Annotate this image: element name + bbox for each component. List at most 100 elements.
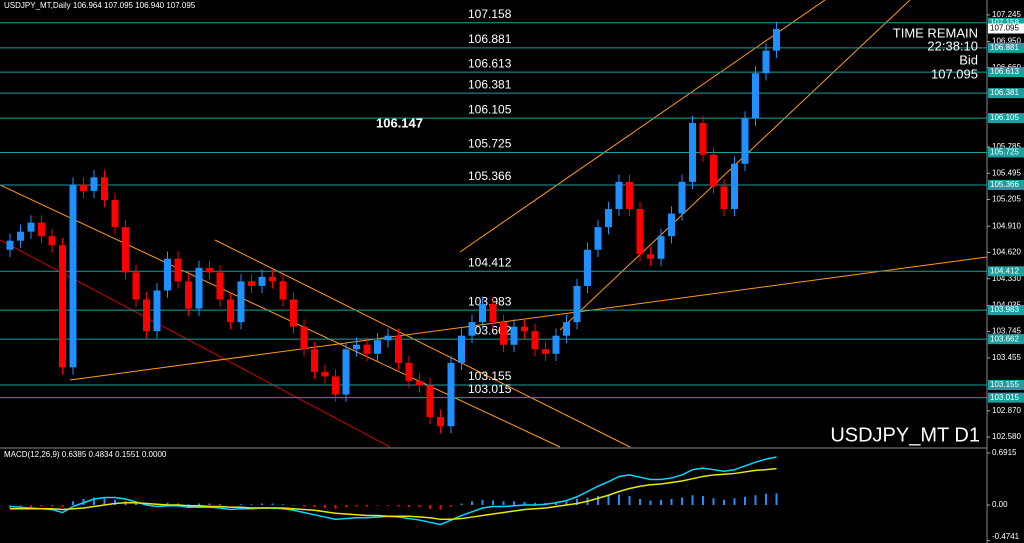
candle-body <box>206 267 213 273</box>
y-tick-label: 103.745 <box>992 327 1021 336</box>
candle-body <box>279 281 287 300</box>
candle-body <box>615 181 623 210</box>
candle-body <box>342 349 350 395</box>
candle-body <box>521 326 528 332</box>
candle-body <box>668 213 675 237</box>
level-axis-marker <box>988 392 1024 403</box>
y-tick-label: 105.495 <box>992 168 1021 177</box>
candle-body <box>594 227 602 250</box>
candle-body <box>468 322 476 336</box>
candle-body <box>542 349 549 354</box>
level-axis-marker <box>988 88 1024 99</box>
watermark: USDJPY_MT D1 <box>830 424 980 446</box>
y-tick-label: 104.330 <box>992 274 1021 283</box>
candle-body <box>27 222 35 232</box>
level-label: 107.158 <box>468 7 512 21</box>
level-label: 106.881 <box>468 32 512 46</box>
candle-body <box>17 231 24 241</box>
candle-body <box>489 304 497 323</box>
candle-body <box>216 272 224 300</box>
candle-body <box>479 304 486 323</box>
bid-label: Bid <box>959 52 978 67</box>
level-axis-marker <box>988 113 1024 124</box>
candle-body <box>458 335 465 363</box>
candle-body <box>132 272 140 300</box>
candle-body <box>353 344 360 350</box>
y-tick-label: 102.870 <box>992 406 1021 415</box>
candle-body <box>678 181 686 214</box>
y-tick-label: 102.580 <box>992 432 1021 441</box>
level-label: 103.015 <box>468 382 512 396</box>
candle-body <box>752 73 759 119</box>
y-tick-label: 107.245 <box>992 10 1021 19</box>
candle-body <box>626 181 633 210</box>
y-tick-label: -0.4741 <box>992 532 1020 541</box>
candle-body <box>647 254 654 259</box>
level-label: 105.366 <box>468 169 512 183</box>
time-remain-label: TIME REMAIN <box>893 25 978 40</box>
candle-body <box>605 209 612 228</box>
candle-body <box>447 362 455 427</box>
candle-body <box>405 362 413 381</box>
candle-body <box>510 326 518 345</box>
candle-body <box>80 184 87 191</box>
level-axis-label: 106.105 <box>990 113 1019 122</box>
level-axis-marker <box>988 334 1024 345</box>
candle-body <box>153 290 161 332</box>
level-axis-label: 105.725 <box>990 148 1019 157</box>
candle-body <box>248 281 255 286</box>
candle-body <box>563 322 570 336</box>
candle-body <box>437 417 444 427</box>
level-label: 103.155 <box>468 369 512 383</box>
level-axis-label: 103.662 <box>990 334 1019 343</box>
y-tick-label: 106.950 <box>992 37 1021 46</box>
level-axis-marker <box>988 179 1024 190</box>
level-axis-label: 103.155 <box>990 380 1019 389</box>
candle-body <box>395 335 402 363</box>
level-label: 106.381 <box>468 77 512 91</box>
candle-body <box>762 50 770 74</box>
candle-body <box>699 123 707 155</box>
level-axis-label: 106.881 <box>990 43 1019 52</box>
candle-body <box>741 118 749 164</box>
level-axis-label: 106.381 <box>990 88 1019 97</box>
annotation: 106.147 <box>376 115 423 130</box>
candle-body <box>731 163 738 210</box>
level-axis-label: 104.412 <box>990 266 1019 275</box>
y-tick-label: 0.00 <box>992 500 1008 509</box>
level-axis-label: 106.613 <box>990 67 1019 76</box>
candle-body <box>122 227 129 273</box>
bid-marker <box>988 23 1024 34</box>
level-axis-marker <box>988 380 1024 391</box>
trend-line <box>459 0 826 253</box>
candle-body <box>227 299 234 323</box>
candle-body <box>311 349 318 372</box>
level-label: 105.725 <box>468 137 512 151</box>
y-tick-label: 104.910 <box>992 221 1021 230</box>
level-axis-marker <box>988 67 1024 78</box>
candle-body <box>38 222 45 237</box>
trend-line <box>0 184 561 448</box>
level-label: 103.983 <box>468 294 512 308</box>
level-axis-label: 105.366 <box>990 180 1019 189</box>
candle-body <box>363 344 371 354</box>
candle-body <box>426 385 434 418</box>
level-axis-marker <box>988 266 1024 277</box>
candle-body <box>321 371 329 377</box>
candle-body <box>269 276 276 282</box>
candle-body <box>573 285 581 323</box>
trend-line <box>214 239 631 448</box>
candle-body <box>500 322 507 345</box>
candle-body <box>374 340 381 354</box>
level-axis-marker <box>988 17 1024 28</box>
level-axis-marker <box>988 305 1024 316</box>
candle-body <box>773 28 780 51</box>
level-label: 104.412 <box>468 255 512 269</box>
level-axis-label: 103.983 <box>990 305 1019 314</box>
bid-axis-label: 107.095 <box>990 24 1019 33</box>
candle-body <box>689 123 696 182</box>
candle-body <box>290 299 297 327</box>
y-tick-label: 104.035 <box>992 300 1021 309</box>
